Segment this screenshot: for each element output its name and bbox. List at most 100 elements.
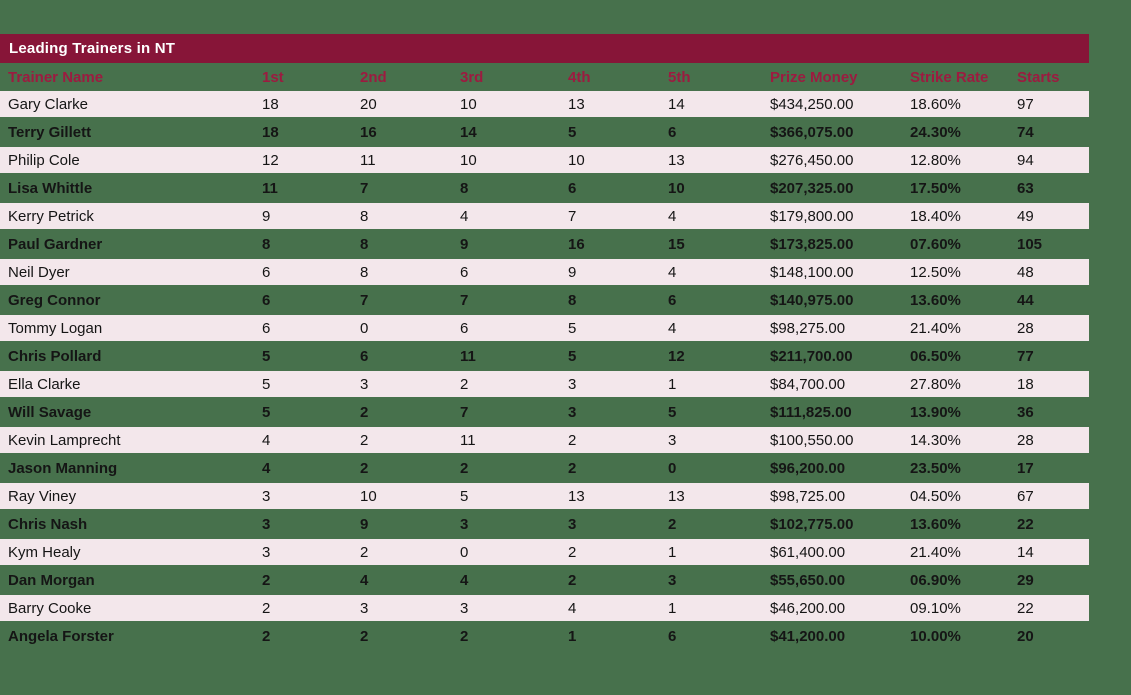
stat-cell: $366,075.00: [770, 123, 854, 141]
stat-cell: 5: [568, 319, 577, 337]
stat-cell: 13: [568, 95, 585, 113]
table-row: Terry Gillett 18 16 14 5 6 $366,075.00 24.30% 74: [0, 119, 1089, 145]
trainer-name-cell: Terry Gillett: [8, 123, 92, 141]
trainer-name-cell: Dan Morgan: [8, 571, 95, 589]
stat-cell: 3: [568, 515, 577, 533]
trainer-name-cell: Tommy Logan: [8, 319, 103, 337]
stat-cell: 06.90%: [910, 571, 961, 589]
table-row: Angela Forster 2 2 2 1 6 $41,200.00 10.00% 20: [0, 623, 1089, 649]
stat-cell: 6: [360, 347, 369, 365]
stat-cell: 2: [460, 459, 469, 477]
table-row: Lisa Whittle 11 7 8 6 10 $207,325.00 17.50% 63: [0, 175, 1089, 201]
stat-cell: 10: [360, 487, 377, 505]
stat-cell: 21.40%: [910, 543, 961, 561]
stat-cell: 11: [460, 431, 476, 449]
stat-cell: 2: [360, 459, 369, 477]
stat-cell: 24.30%: [910, 123, 961, 141]
stat-cell: 48: [1017, 263, 1034, 281]
table-row: Barry Cooke 2 3 3 4 1 $46,200.00 09.10% 22: [0, 595, 1089, 621]
stat-cell: $98,275.00: [770, 319, 846, 337]
trainer-name-cell: Neil Dyer: [8, 263, 70, 281]
stat-cell: 18.60%: [910, 95, 961, 113]
stat-cell: 6: [460, 319, 469, 337]
stat-cell: 67: [1017, 487, 1034, 505]
stat-cell: 2: [262, 571, 271, 589]
stat-cell: 10.00%: [910, 627, 961, 645]
stat-cell: 5: [568, 123, 577, 141]
stat-cell: $173,825.00: [770, 235, 854, 253]
stat-cell: 9: [262, 207, 271, 225]
trainer-name-cell: Ella Clarke: [8, 375, 81, 393]
stat-cell: 10: [460, 151, 477, 169]
stat-cell: 3: [568, 403, 577, 421]
stat-cell: 29: [1017, 571, 1034, 589]
stat-cell: 12.80%: [910, 151, 961, 169]
stat-cell: $207,325.00: [770, 179, 854, 197]
stat-cell: 4: [568, 599, 577, 617]
stat-cell: 2: [568, 571, 577, 589]
stat-cell: 44: [1017, 291, 1034, 309]
table-row: Kevin Lamprecht 4 2 11 2 3 $100,550.00 14.30% 28: [0, 427, 1089, 453]
stat-cell: 12: [668, 347, 685, 365]
stat-cell: 04.50%: [910, 487, 961, 505]
stat-cell: 8: [360, 263, 369, 281]
stat-cell: 2: [568, 543, 577, 561]
stat-cell: 20: [360, 95, 377, 113]
table-row: Jason Manning 4 2 2 2 0 $96,200.00 23.50% 17: [0, 455, 1089, 481]
trainer-name-cell: Chris Nash: [8, 515, 88, 533]
trainer-name-cell: Greg Connor: [8, 291, 101, 309]
trainer-name-cell: Chris Pollard: [8, 347, 102, 365]
stat-cell: 5: [262, 347, 271, 365]
table-body: Gary Clarke 18 20 10 13 14 $434,250.00 18.60% 97…: [0, 91, 1089, 649]
stat-cell: 28: [1017, 319, 1034, 337]
stat-cell: 4: [262, 431, 271, 449]
stat-cell: 16: [568, 235, 585, 253]
trainer-name-cell: Kym Healy: [8, 543, 81, 561]
stat-cell: 3: [360, 375, 369, 393]
stat-cell: $434,250.00: [770, 95, 854, 113]
stat-cell: 09.10%: [910, 599, 961, 617]
table-row: Paul Gardner 8 8 9 16 15 $173,825.00 07.60% 105: [0, 231, 1089, 257]
stat-cell: 94: [1017, 151, 1034, 169]
stat-cell: 10: [668, 179, 685, 197]
stat-cell: 13: [668, 487, 685, 505]
stat-cell: 105: [1017, 235, 1043, 253]
stat-cell: 0: [460, 543, 469, 561]
stat-cell: 7: [360, 291, 369, 309]
stat-cell: $84,700.00: [770, 375, 846, 393]
stat-cell: 7: [568, 207, 577, 225]
stat-cell: 4: [668, 319, 677, 337]
stat-cell: 3: [568, 375, 577, 393]
stat-cell: 13.60%: [910, 291, 961, 309]
column-header-1st: 1st: [262, 68, 284, 86]
stat-cell: $41,200.00: [770, 627, 846, 645]
stat-cell: 1: [568, 627, 577, 645]
table-row: Philip Cole 12 11 10 10 13 $276,450.00 12.80% 94: [0, 147, 1089, 173]
stat-cell: 36: [1017, 403, 1034, 421]
stat-cell: 15: [668, 235, 685, 253]
column-header-4th: 4th: [568, 68, 591, 86]
table-header-row: Trainer Name 1st 2nd 3rd 4th 5th Prize M…: [0, 63, 1089, 91]
stat-cell: 13: [668, 151, 685, 169]
table-row: Tommy Logan 6 0 6 5 4 $98,275.00 21.40% 28: [0, 315, 1089, 341]
stat-cell: 12: [262, 151, 279, 169]
stat-cell: 14: [668, 95, 685, 113]
stat-cell: 4: [460, 207, 469, 225]
column-header-prize-money: Prize Money: [770, 68, 858, 86]
trainer-name-cell: Kevin Lamprecht: [8, 431, 121, 449]
stat-cell: $111,825.00: [770, 403, 852, 421]
stat-cell: 5: [668, 403, 677, 421]
table-row: Ray Viney 3 10 5 13 13 $98,725.00 04.50% 67: [0, 483, 1089, 509]
table-row: Kerry Petrick 9 8 4 7 4 $179,800.00 18.40% 49: [0, 203, 1089, 229]
trainer-name-cell: Lisa Whittle: [8, 179, 93, 197]
stat-cell: 8: [360, 235, 369, 253]
stat-cell: $276,450.00: [770, 151, 854, 169]
stat-cell: 1: [668, 543, 677, 561]
column-header-3rd: 3rd: [460, 68, 484, 86]
stat-cell: 6: [668, 291, 677, 309]
stat-cell: 27.80%: [910, 375, 961, 393]
stat-cell: 8: [262, 235, 271, 253]
trainer-name-cell: Will Savage: [8, 403, 92, 421]
stat-cell: 8: [568, 291, 577, 309]
table-title: Leading Trainers in NT: [9, 40, 176, 57]
